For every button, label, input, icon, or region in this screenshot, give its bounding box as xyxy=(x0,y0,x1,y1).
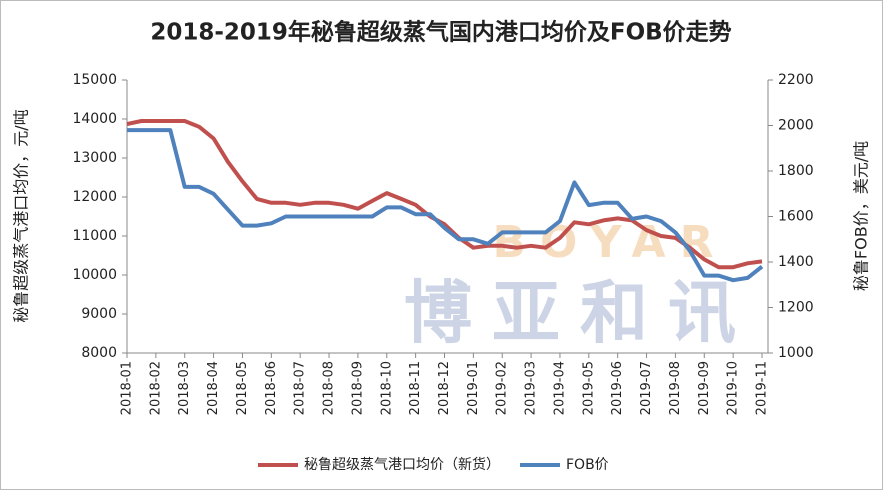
y-axis-title: 秘鲁超级蒸气港口均价，元/吨 xyxy=(12,109,31,322)
x-tick-label: 2018-09 xyxy=(350,361,365,415)
x-tick-label: 2019-08 xyxy=(668,361,683,415)
y2-tick-label: 1000 xyxy=(778,345,814,361)
x-tick-label: 2019-09 xyxy=(697,361,712,415)
y2-tick-label: 1200 xyxy=(778,300,814,316)
x-tick-label: 2018-11 xyxy=(408,361,423,415)
x-tick-label: 2019-07 xyxy=(639,361,654,415)
x-tick-label: 2018-05 xyxy=(235,361,250,415)
watermark-en: BOYAR xyxy=(493,217,728,268)
chart-title: 2018-2019年秘鲁超级蒸气国内港口均价及FOB价走势 xyxy=(150,19,731,46)
x-tick-label: 2018-04 xyxy=(206,361,221,415)
x-tick-label: 2019-05 xyxy=(581,361,596,415)
x-tick-label: 2019-06 xyxy=(610,361,625,415)
x-tick-label: 2019-04 xyxy=(552,361,567,415)
y2-tick-label: 1400 xyxy=(778,254,814,270)
x-tick-label: 2018-08 xyxy=(322,361,337,415)
series-line xyxy=(127,128,764,283)
y-tick-label: 13000 xyxy=(72,150,117,166)
legend-label: 秘鲁超级蒸气港口均价（新货） xyxy=(304,456,500,473)
x-tick-label: 2018-01 xyxy=(120,361,135,415)
x-tick-label: 2018-07 xyxy=(293,361,308,415)
x-tick-label: 2018-02 xyxy=(148,361,163,415)
x-tick-label: 2019-03 xyxy=(524,361,539,415)
y-tick-label: 10000 xyxy=(72,267,117,283)
x-tick-label: 2018-06 xyxy=(264,361,279,415)
y-tick-label: 12000 xyxy=(72,189,117,205)
y2-tick-label: 2000 xyxy=(778,118,814,134)
series-line xyxy=(126,119,763,270)
y2-tick-label: 2200 xyxy=(778,72,814,88)
x-tick-label: 2019-02 xyxy=(495,361,510,415)
x-tick-label: 2019-11 xyxy=(755,361,770,415)
y-tick-label: 11000 xyxy=(72,228,117,244)
y2-tick-label: 1600 xyxy=(778,209,814,225)
watermark: 博亚和讯 xyxy=(404,275,756,354)
y2-axis-title: 秘鲁FOB价，美元/吨 xyxy=(852,141,871,291)
x-tick-label: 2019-01 xyxy=(466,361,481,415)
legend-label: FOB价 xyxy=(566,457,609,473)
y-tick-label: 9000 xyxy=(81,306,117,322)
y2-tick-label: 1800 xyxy=(778,163,814,179)
x-tick-label: 2019-10 xyxy=(726,361,741,415)
x-tick-label: 2018-12 xyxy=(437,361,452,415)
y-tick-label: 14000 xyxy=(72,111,117,127)
y-tick-label: 15000 xyxy=(72,72,117,88)
x-tick-label: 2018-10 xyxy=(379,361,394,415)
x-tick-label: 2018-03 xyxy=(177,361,192,415)
y-tick-label: 8000 xyxy=(81,345,117,361)
